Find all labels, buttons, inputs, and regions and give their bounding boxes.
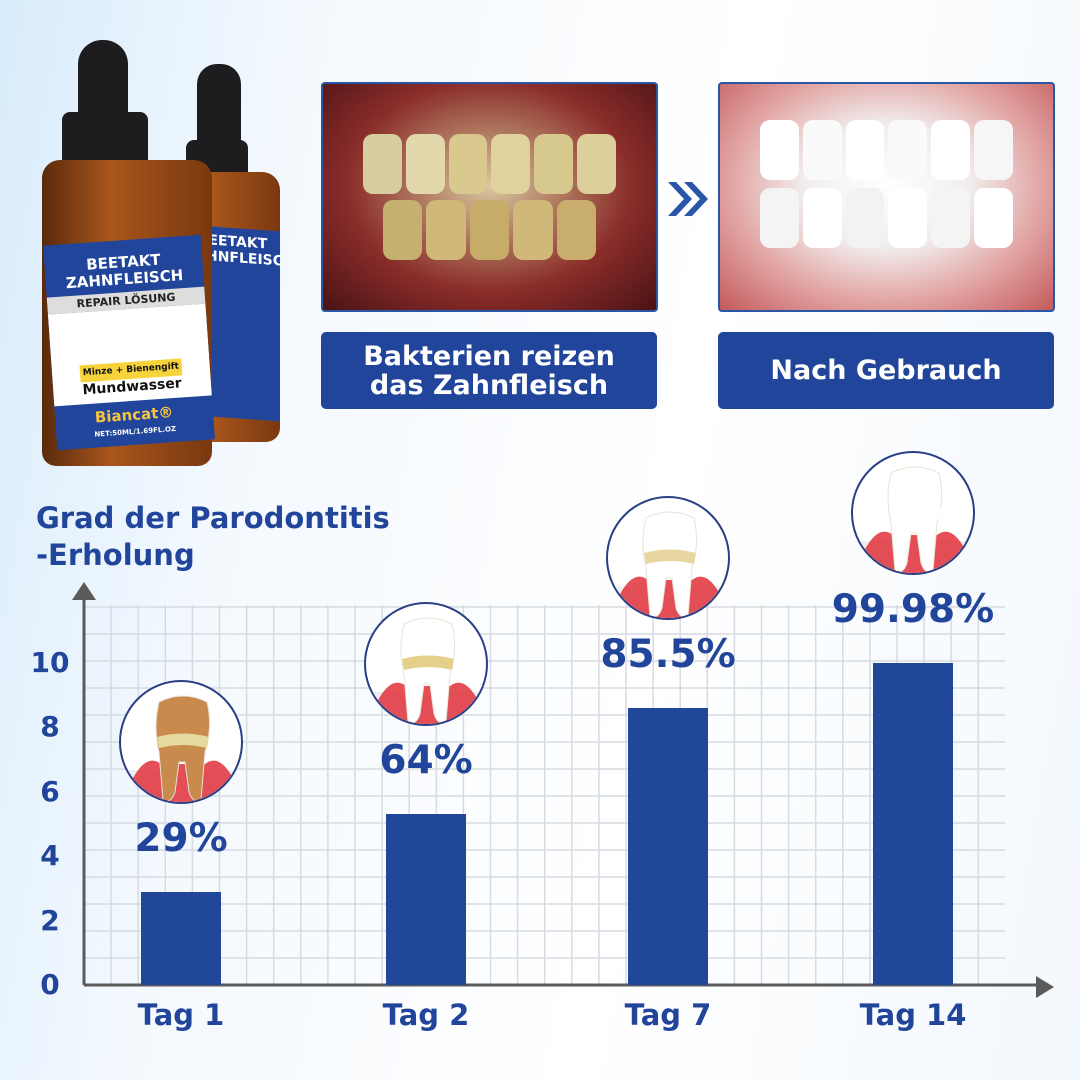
bar-tag-14	[873, 663, 953, 985]
double-chevron-right-icon	[668, 182, 708, 216]
tooth-mild-plaque-icon	[606, 496, 730, 621]
y-tick-label: 2	[40, 903, 60, 937]
y-tick-label: 8	[40, 710, 60, 744]
y-axis-arrow-icon	[72, 582, 96, 600]
data-label: 64%	[379, 738, 473, 784]
before-photo	[321, 82, 658, 312]
bar-tag-7	[628, 708, 708, 985]
tooth-severe-plaque-icon	[119, 679, 243, 804]
x-tick-label: Tag 14	[859, 998, 967, 1032]
tooth-healthy-icon	[851, 451, 975, 575]
y-tick-label: 0	[40, 968, 60, 1001]
after-caption: Nach Gebrauch	[718, 332, 1054, 409]
bar-tag-2	[386, 814, 466, 985]
x-axis-arrow-icon	[1036, 976, 1054, 998]
after-photo	[718, 82, 1055, 312]
after-caption-text: Nach Gebrauch	[770, 355, 1002, 386]
before-caption: Bakterien reizen das Zahnfleisch	[321, 332, 657, 409]
data-label: 85.5%	[600, 632, 736, 678]
chart-title-line2: -Erholung	[36, 538, 195, 572]
chart-title-line1: Grad der Parodontitis	[36, 501, 390, 535]
dropper-cap-front	[78, 40, 128, 120]
chart-title: Grad der Parodontitis -Erholung	[36, 500, 390, 574]
bar-tag-1	[141, 891, 221, 985]
y-tick-label: 4	[40, 839, 60, 873]
x-tick-label: Tag 2	[382, 998, 470, 1032]
dropper-cap-back	[197, 64, 241, 154]
x-tick-label: Tag 7	[624, 998, 712, 1032]
before-caption-text: Bakterien reizen das Zahnfleisch	[363, 340, 615, 401]
x-tick-label: Tag 1	[137, 998, 225, 1032]
tooth-moderate-plaque-icon	[364, 602, 488, 727]
cap-collar-front	[62, 112, 148, 164]
y-tick-label: 10	[30, 646, 70, 679]
data-label: 99.98%	[831, 587, 995, 632]
data-label: 29%	[134, 815, 228, 861]
y-tick-label: 6	[40, 774, 60, 808]
